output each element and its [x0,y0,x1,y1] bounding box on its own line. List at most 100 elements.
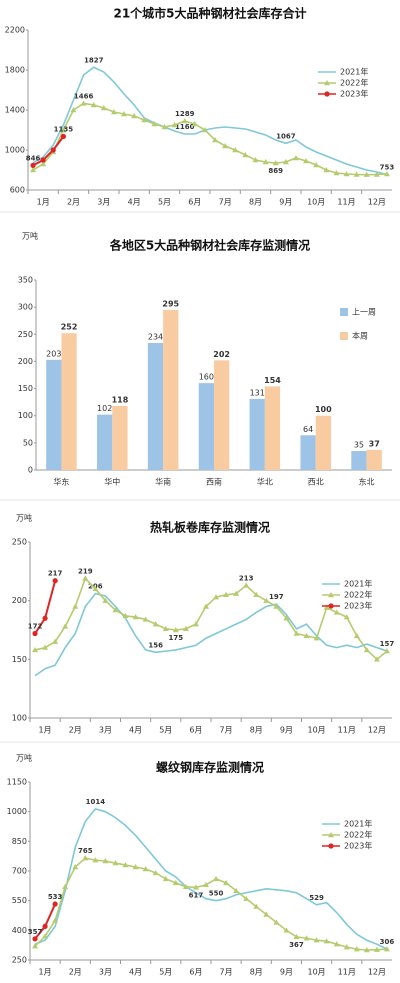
point-marker [313,162,320,168]
point-marker [30,167,37,173]
point-marker [42,923,48,929]
point-marker [182,883,189,890]
point-marker [303,158,310,164]
point-marker [333,941,340,947]
y-tick-label: 2200 [5,26,25,35]
bar [264,386,281,470]
legend-swatch [340,332,348,340]
point-marker [222,143,229,149]
legend-marker [328,592,334,598]
value-label: 617 [189,891,204,899]
point-marker [273,919,280,925]
value-label: 118 [112,395,129,404]
x-tick-label: 7月 [220,968,233,977]
bar [61,333,77,470]
value-label: 217 [48,570,63,578]
point-marker [151,121,158,127]
x-tick-label: 8月 [249,198,262,207]
x-tick-label: 11月 [338,726,356,735]
point-marker [363,171,370,177]
point-marker [122,612,129,619]
point-marker [293,933,300,940]
point-marker [162,625,169,632]
x-tick-label: 11月 [338,968,356,977]
point-marker [303,935,310,941]
point-marker [52,638,59,644]
y-tick-label: 100 [18,411,33,420]
y-tick-label: 1400 [5,106,25,115]
x-tick-label: 9月 [279,198,292,207]
point-marker [52,917,59,923]
point-marker [50,147,56,153]
point-marker [162,875,169,882]
x-tick-label: 3月 [97,198,110,207]
bar [46,359,62,470]
legend-label: 2023年 [344,841,372,851]
value-label: 252 [61,323,78,332]
value-label: 753 [380,164,395,172]
point-marker [132,864,139,870]
point-marker [353,946,360,952]
value-label: 550 [209,890,224,898]
bar [163,309,179,470]
point-marker [32,936,38,942]
x-tick-label: 5月 [158,198,171,207]
point-marker [82,855,89,861]
value-label: 1289 [175,110,195,118]
legend-label: 2021年 [340,67,368,77]
legend-marker [324,80,330,86]
value-label: 1067 [276,132,296,140]
value-label: 1827 [84,56,104,64]
bar [97,414,113,470]
point-marker [181,118,188,124]
point-marker [152,621,159,627]
value-label: 1160 [175,123,195,131]
point-marker [52,901,58,907]
point-marker [363,646,370,653]
value-label: 157 [380,640,395,648]
point-marker [313,937,320,943]
legend-label: 2021年 [344,819,372,829]
x-tick-label: 2月 [69,726,82,735]
point-marker [383,171,390,177]
x-tick-label: 1月 [39,968,52,977]
legend-swatch [340,308,348,316]
y-tick-label: 50 [23,438,33,447]
y-tick-label: 0 [28,466,33,475]
value-label: 64 [303,425,313,434]
point-marker [202,603,209,609]
point-marker [62,883,69,890]
value-label: 131 [250,388,265,397]
point-marker [242,152,249,158]
point-marker [142,616,149,622]
point-marker [72,603,79,609]
point-marker [192,884,199,890]
y-tick-label: 1000 [7,807,27,816]
point-marker [102,597,109,603]
point-marker [233,590,240,596]
point-marker [343,614,350,620]
y-tick-label: 400 [12,926,27,935]
unit-label: 万吨 [16,753,32,763]
point-marker [60,133,66,140]
point-marker [40,157,46,163]
x-tick-label: 4月 [129,968,142,977]
x-tick-label: 8月 [250,726,263,735]
point-marker [60,127,67,133]
x-tick-label: 11月 [337,198,355,207]
value-label: 203 [46,349,61,358]
point-marker [243,582,250,588]
bar [112,405,128,470]
point-marker [102,858,109,864]
value-label: 234 [148,332,163,341]
point-marker [80,100,87,106]
legend-label: 2022年 [344,830,372,840]
point-marker [282,159,289,165]
x-tick-label: 3月 [99,726,112,735]
point-marker [212,137,219,143]
point-marker [171,122,178,128]
bar [366,449,382,470]
x-tick-label: 华中 [104,477,120,487]
bar [147,342,164,470]
